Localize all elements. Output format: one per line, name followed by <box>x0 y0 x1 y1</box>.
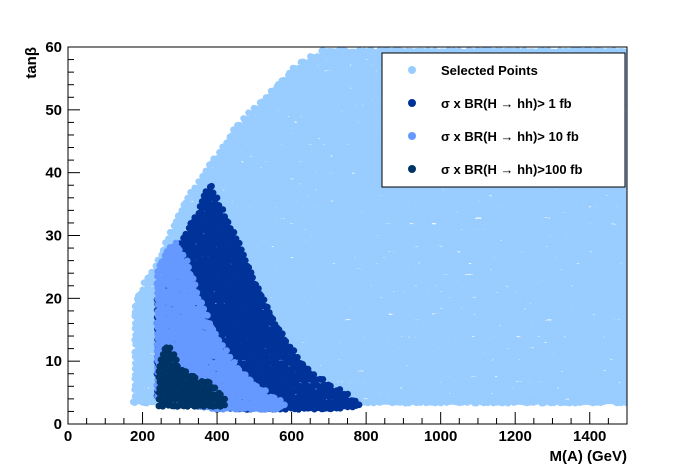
scatter-points-layer <box>129 47 627 413</box>
